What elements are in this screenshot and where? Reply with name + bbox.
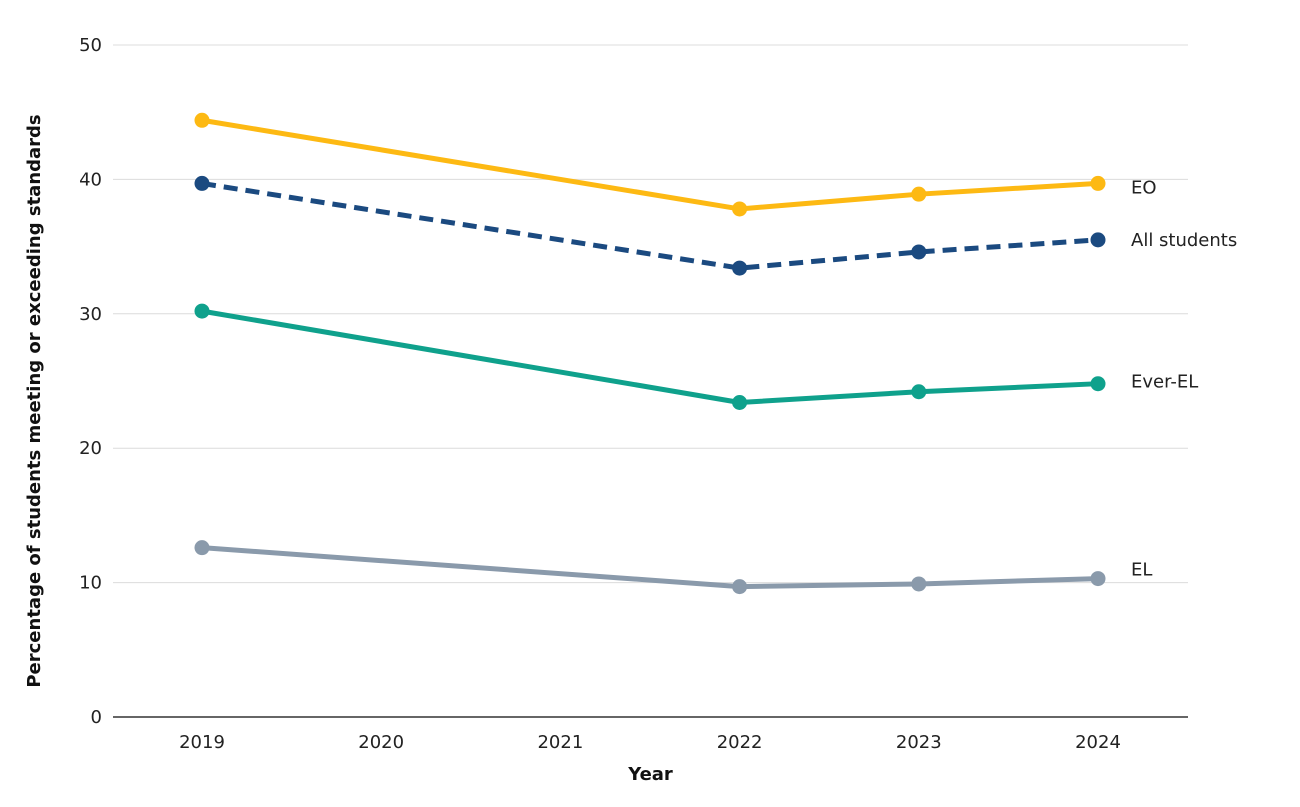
x-tick-label: 2019	[179, 732, 225, 753]
y-axis-ticks: 0 10 20 30 40 50	[79, 35, 102, 728]
series-label-ever-el: Ever-EL	[1131, 372, 1198, 393]
x-tick-label: 2023	[896, 732, 942, 753]
x-axis-title: Year	[627, 764, 673, 785]
data-point-el	[732, 579, 748, 595]
y-tick-label: 50	[79, 35, 102, 56]
x-tick-label: 2022	[717, 732, 763, 753]
data-point-ever-el	[732, 395, 748, 411]
data-point-el	[911, 576, 927, 592]
y-tick-label: 30	[79, 304, 102, 325]
gridlines	[113, 44, 1188, 584]
data-point-eo	[911, 186, 927, 202]
data-point-all-students	[194, 175, 210, 191]
y-tick-label: 20	[79, 438, 102, 459]
data-point-el	[1090, 571, 1106, 587]
data-point-all-students	[1090, 232, 1106, 248]
data-point-ever-el	[911, 384, 927, 400]
series-line-ever-el	[201, 308, 1099, 406]
y-tick-label: 10	[79, 573, 102, 594]
data-point-eo	[1090, 175, 1106, 191]
series-label-eo: EO	[1131, 177, 1157, 198]
series-labels: EO All students Ever-EL EL	[1131, 177, 1237, 580]
y-tick-label: 0	[91, 707, 102, 728]
y-tick-label: 40	[79, 169, 102, 190]
series-line-all-students	[201, 180, 1099, 271]
data-point-ever-el	[194, 303, 210, 319]
data-point-ever-el	[1090, 376, 1106, 392]
data-point-eo	[194, 112, 210, 128]
data-point-all-students	[911, 244, 927, 260]
x-tick-label: 2021	[537, 732, 583, 753]
series-line-el	[201, 545, 1099, 590]
x-tick-label: 2024	[1075, 732, 1121, 753]
series-group	[194, 112, 1106, 595]
y-axis-title: Percentage of students meeting or exceed…	[24, 114, 45, 687]
x-tick-label: 2020	[358, 732, 404, 753]
data-point-el	[194, 540, 210, 556]
x-axis-ticks: 2019 2020 2021 2022 2023 2024	[179, 732, 1121, 753]
data-point-all-students	[732, 260, 748, 276]
series-line-eo	[201, 117, 1099, 212]
series-label-all-students: All students	[1131, 230, 1237, 251]
data-point-eo	[732, 201, 748, 217]
series-label-el: EL	[1131, 560, 1152, 581]
